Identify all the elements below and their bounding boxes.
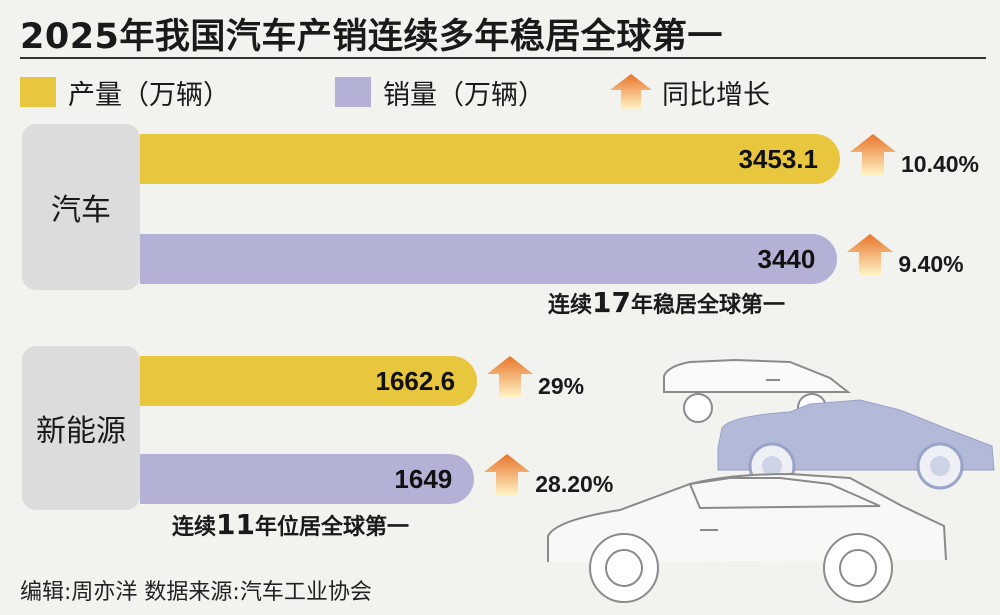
title-divider (20, 57, 986, 59)
legend-production: 产量（万辆） (20, 72, 230, 112)
growth-auto-production-label: 10.40% (901, 151, 980, 177)
legend-production-label: 产量（万辆） (68, 79, 230, 111)
up-arrow-icon (850, 134, 896, 176)
note-auto-suffix: 年稳居全球第一 (630, 293, 785, 318)
note-nev-suffix: 年位居全球第一 (254, 515, 409, 540)
note-auto-number: 17 (592, 286, 631, 319)
growth-nev-sales: 28.20% (482, 452, 613, 498)
note-nev-number: 11 (216, 508, 255, 541)
bar-auto-sales: 3440 (140, 234, 838, 284)
growth-nev-sales-label: 28.20% (535, 471, 614, 497)
legend-sales-swatch (335, 77, 371, 107)
legend-production-swatch (20, 77, 56, 107)
value-nev-sales: 1649 (394, 463, 453, 494)
growth-nev-production: 29% (485, 354, 584, 400)
legend-sales-label: 销量（万辆） (383, 79, 545, 111)
growth-nev-production-label: 29% (538, 373, 585, 399)
value-nev-production: 1662.6 (375, 365, 456, 396)
up-arrow-icon (847, 234, 894, 276)
chart-title: 2025年我国汽车产销连续多年稳居全球第一 (20, 17, 723, 57)
note-nev: 连续11年位居全球第一 (172, 508, 409, 541)
note-auto-prefix: 连续 (548, 293, 593, 318)
bar-nev-sales: 1649 (140, 454, 475, 504)
note-nev-prefix: 连续 (172, 515, 217, 540)
note-auto: 连续17年稳居全球第一 (548, 286, 785, 319)
up-arrow-icon (487, 356, 534, 398)
value-auto-production: 3453.1 (738, 143, 818, 174)
legend-growth-label: 同比增长 (662, 79, 770, 111)
growth-auto-sales: 9.40% (845, 232, 964, 278)
value-auto-sales: 3440 (757, 243, 816, 274)
up-arrow-icon (484, 454, 531, 496)
category-nev: 新能源 (22, 346, 140, 510)
legend-sales: 销量（万辆） (335, 72, 545, 112)
category-auto: 汽车 (22, 124, 140, 290)
growth-auto-production: 10.40% (848, 132, 979, 178)
bar-nev-production: 1662.6 (140, 356, 478, 406)
footer-credits: 编辑:周亦洋 数据来源:汽车工业协会 (20, 580, 372, 605)
up-arrow-icon (610, 74, 652, 110)
legend-growth: 同比增长 (608, 72, 770, 112)
growth-auto-sales-label: 9.40% (898, 251, 964, 277)
bar-auto-production: 3453.1 (140, 134, 840, 184)
